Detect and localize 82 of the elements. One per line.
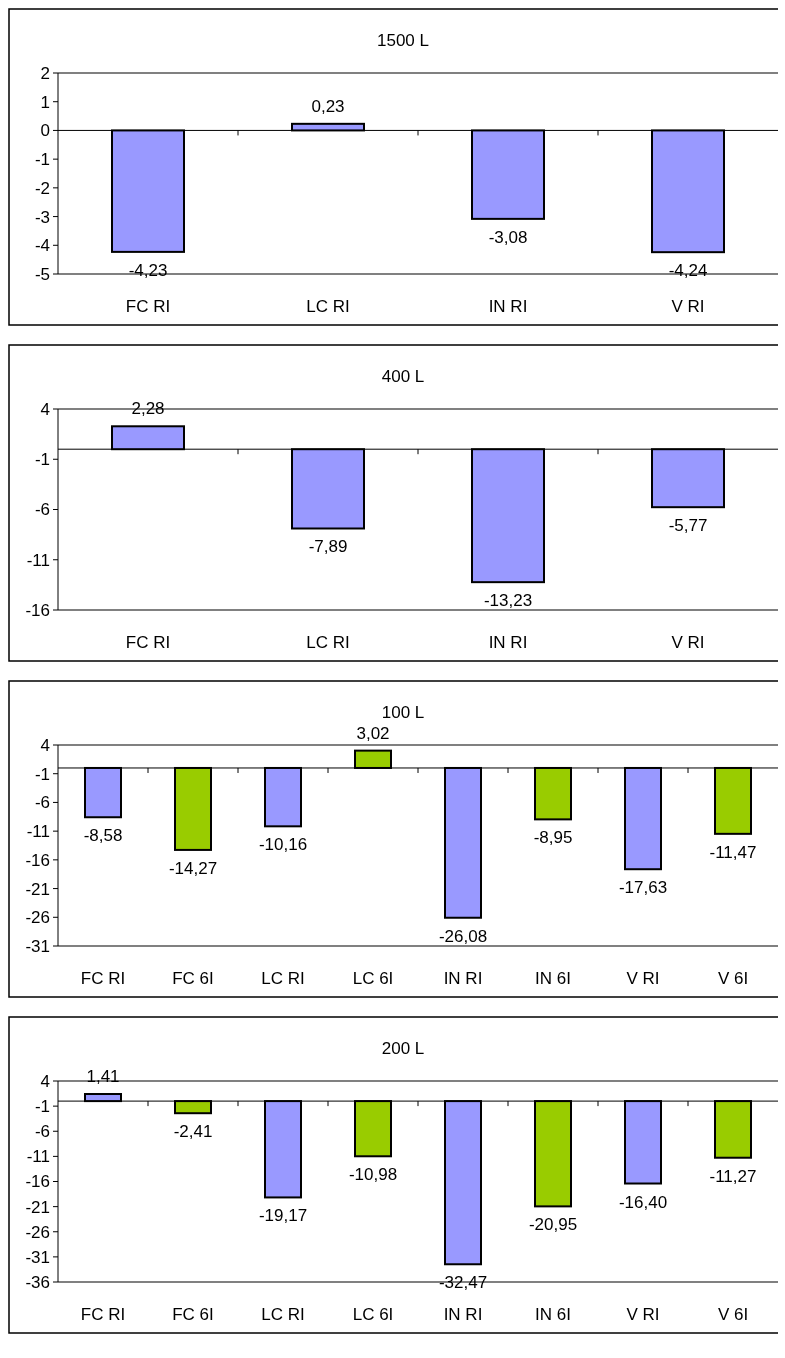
- x-tick-label: IN RI: [488, 297, 528, 316]
- x-tick-label: LC RI: [306, 297, 350, 316]
- data-label: 2,28: [131, 399, 165, 419]
- x-tick-label: V RI: [626, 969, 660, 988]
- data-label: -10,16: [258, 835, 308, 855]
- y-tick-label: -21: [25, 879, 50, 899]
- x-tick-label: FC RI: [80, 969, 126, 988]
- x-tick-label: IN RI: [443, 1305, 483, 1324]
- data-label: -14,27: [168, 858, 218, 878]
- x-tick-label: LC 6I: [352, 1305, 394, 1324]
- y-tick-label: -31: [25, 936, 50, 956]
- x-tick-label: LC 6I: [352, 969, 394, 988]
- y-tick-label: -31: [25, 1247, 50, 1267]
- data-label: -8,58: [83, 826, 123, 846]
- data-label: -8,95: [533, 828, 573, 848]
- y-tick-label: -4: [34, 236, 50, 256]
- x-tick-label: V 6I: [717, 969, 749, 988]
- x-tick-label: FC 6I: [172, 1305, 214, 1324]
- data-label: -17,63: [618, 878, 668, 898]
- x-tick-label: IN RI: [488, 633, 528, 652]
- y-tick-label: -1: [34, 764, 50, 784]
- y-tick-label: -26: [25, 908, 50, 928]
- x-tick-label: IN 6I: [535, 969, 571, 988]
- x-tick-label: FC RI: [80, 1305, 126, 1324]
- data-label: -4,24: [668, 261, 708, 281]
- x-tick-label: IN 6I: [535, 1305, 571, 1324]
- y-tick-label: -16: [25, 850, 50, 870]
- data-label: 3,02: [356, 723, 390, 743]
- y-tick-label: 2: [40, 63, 50, 83]
- y-tick-label: 4: [40, 735, 50, 755]
- x-tick-label: IN RI: [443, 969, 483, 988]
- x-tick-label: V 6I: [717, 1305, 749, 1324]
- y-tick-label: 4: [40, 399, 50, 419]
- x-tick-label: LC RI: [261, 1305, 305, 1324]
- y-tick-label: -6: [34, 793, 50, 813]
- data-label: -19,17: [258, 1206, 308, 1226]
- data-label: -20,95: [528, 1215, 578, 1235]
- data-label: -5,77: [668, 516, 708, 536]
- data-label: -2,41: [173, 1122, 213, 1142]
- y-tick-label: -26: [25, 1222, 50, 1242]
- y-tick-label: -3: [34, 207, 50, 227]
- x-tick-label: FC RI: [125, 297, 171, 316]
- x-tick-label: V RI: [671, 297, 705, 316]
- y-tick-label: -1: [34, 150, 50, 170]
- x-tick-label: LC RI: [261, 969, 305, 988]
- data-label: -7,89: [308, 537, 348, 557]
- y-tick-label: 0: [40, 121, 50, 141]
- y-tick-label: -6: [34, 1122, 50, 1142]
- data-label: -16,40: [618, 1192, 668, 1212]
- y-tick-label: -5: [34, 264, 50, 284]
- data-label: 0,23: [311, 96, 345, 116]
- data-label: -26,08: [438, 926, 488, 946]
- y-tick-label: -36: [25, 1272, 50, 1292]
- y-tick-label: -11: [26, 550, 50, 570]
- y-tick-label: -11: [26, 1147, 50, 1167]
- x-tick-label: V RI: [671, 633, 705, 652]
- x-tick-label: LC RI: [306, 633, 350, 652]
- chart-title: 100 L: [381, 703, 425, 722]
- chart-title: 200 L: [381, 1039, 425, 1058]
- data-label: -13,23: [483, 591, 533, 611]
- data-label: -11,47: [709, 842, 757, 862]
- y-tick-label: -2: [34, 178, 50, 198]
- data-label: -32,47: [438, 1273, 488, 1293]
- y-tick-label: -21: [25, 1197, 50, 1217]
- y-tick-label: -16: [25, 1172, 50, 1192]
- y-tick-label: 4: [40, 1071, 50, 1091]
- chart-title: 1500 L: [377, 31, 429, 50]
- data-label: 1,41: [86, 1067, 120, 1087]
- x-tick-label: V RI: [626, 1305, 660, 1324]
- y-tick-label: -16: [25, 600, 50, 620]
- x-tick-label: FC 6I: [172, 969, 214, 988]
- data-label: -11,27: [709, 1166, 757, 1186]
- y-tick-label: -6: [34, 500, 50, 520]
- y-tick-label: -11: [26, 822, 50, 842]
- y-tick-label: -1: [34, 450, 50, 470]
- chart-title: 400 L: [381, 367, 425, 386]
- data-label: -3,08: [488, 227, 528, 247]
- y-tick-label: 1: [40, 92, 50, 112]
- x-tick-label: FC RI: [125, 633, 171, 652]
- data-label: -4,23: [128, 260, 168, 280]
- y-tick-label: -1: [34, 1097, 50, 1117]
- data-label: -10,98: [348, 1165, 398, 1185]
